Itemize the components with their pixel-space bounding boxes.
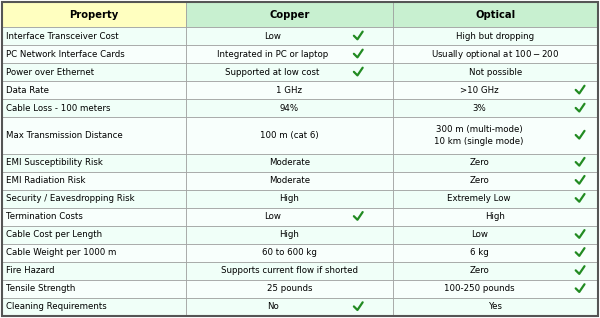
Text: Tensile Strength: Tensile Strength — [5, 284, 75, 294]
Bar — [2, 190, 185, 208]
Bar — [185, 154, 393, 172]
Bar — [185, 190, 393, 208]
Bar — [2, 280, 185, 298]
Text: Yes: Yes — [488, 302, 502, 311]
Text: Moderate: Moderate — [269, 176, 310, 185]
Text: High but dropping: High but dropping — [457, 32, 535, 41]
Text: Low: Low — [264, 32, 281, 41]
Bar — [185, 280, 393, 298]
Text: Zero: Zero — [469, 176, 489, 185]
Text: Extremely Low: Extremely Low — [448, 194, 511, 203]
Text: 6 kg: 6 kg — [470, 248, 488, 257]
Bar — [185, 208, 393, 226]
Bar — [185, 63, 393, 81]
Bar — [393, 226, 598, 244]
Text: Cable Weight per 1000 m: Cable Weight per 1000 m — [5, 248, 116, 257]
Text: 60 to 600 kg: 60 to 600 kg — [262, 248, 317, 257]
Text: High: High — [280, 230, 299, 239]
Bar — [2, 298, 185, 316]
Bar — [2, 81, 185, 100]
Text: Termination Costs: Termination Costs — [5, 212, 82, 221]
Text: >10 GHz: >10 GHz — [460, 86, 499, 95]
Bar — [393, 298, 598, 316]
Bar — [393, 172, 598, 190]
Bar — [393, 190, 598, 208]
Text: Supports current flow if shorted: Supports current flow if shorted — [221, 266, 358, 275]
Text: PC Network Interface Cards: PC Network Interface Cards — [5, 50, 124, 59]
Text: 25 pounds: 25 pounds — [266, 284, 312, 294]
Text: 100-250 pounds: 100-250 pounds — [444, 284, 514, 294]
Bar — [185, 100, 393, 117]
Bar — [393, 154, 598, 172]
Text: Interface Transceiver Cost: Interface Transceiver Cost — [5, 32, 118, 41]
Text: Data Rate: Data Rate — [5, 86, 49, 95]
Bar — [393, 117, 598, 154]
Bar — [2, 262, 185, 280]
Text: Zero: Zero — [469, 158, 489, 167]
Text: Low: Low — [470, 230, 488, 239]
Bar — [185, 172, 393, 190]
Bar — [393, 63, 598, 81]
Bar — [393, 262, 598, 280]
Bar — [2, 45, 185, 63]
Bar — [2, 226, 185, 244]
Text: High: High — [280, 194, 299, 203]
Bar — [2, 154, 185, 172]
Bar — [393, 100, 598, 117]
Text: Cleaning Requirements: Cleaning Requirements — [5, 302, 106, 311]
Bar — [185, 81, 393, 100]
Bar — [2, 244, 185, 262]
Text: Power over Ethernet: Power over Ethernet — [5, 68, 94, 77]
Bar — [185, 117, 393, 154]
Bar — [185, 45, 393, 63]
Text: 100 m (cat 6): 100 m (cat 6) — [260, 131, 319, 140]
Bar — [2, 63, 185, 81]
Text: Usually optional at $100-$200: Usually optional at $100-$200 — [431, 48, 560, 61]
Bar — [393, 45, 598, 63]
Bar — [185, 262, 393, 280]
Text: Security / Eavesdropping Risk: Security / Eavesdropping Risk — [5, 194, 134, 203]
Text: EMI Susceptibility Risk: EMI Susceptibility Risk — [5, 158, 103, 167]
Text: Cable Loss - 100 meters: Cable Loss - 100 meters — [5, 104, 110, 113]
Bar — [2, 2, 185, 27]
Bar — [393, 208, 598, 226]
Text: Zero: Zero — [469, 266, 489, 275]
Text: Not possible: Not possible — [469, 68, 522, 77]
Text: Copper: Copper — [269, 10, 310, 20]
Text: 3%: 3% — [472, 104, 486, 113]
Bar — [393, 244, 598, 262]
Bar — [185, 298, 393, 316]
Text: High: High — [485, 212, 505, 221]
Bar — [185, 27, 393, 45]
Text: EMI Radiation Risk: EMI Radiation Risk — [5, 176, 85, 185]
Text: 300 m (multi-mode)
10 km (single mode): 300 m (multi-mode) 10 km (single mode) — [434, 126, 524, 146]
Bar — [2, 27, 185, 45]
Bar — [2, 117, 185, 154]
Bar — [393, 280, 598, 298]
Bar — [393, 27, 598, 45]
Text: Max Transmission Distance: Max Transmission Distance — [5, 131, 122, 140]
Text: Cable Cost per Length: Cable Cost per Length — [5, 230, 101, 239]
Bar — [185, 244, 393, 262]
Text: No: No — [267, 302, 278, 311]
Bar — [2, 172, 185, 190]
Text: Low: Low — [264, 212, 281, 221]
Bar — [2, 208, 185, 226]
Bar — [393, 2, 598, 27]
Text: Fire Hazard: Fire Hazard — [5, 266, 54, 275]
Text: 1 GHz: 1 GHz — [276, 86, 302, 95]
Text: Moderate: Moderate — [269, 158, 310, 167]
Bar — [393, 81, 598, 100]
Bar — [185, 2, 393, 27]
Bar — [185, 226, 393, 244]
Text: Optical: Optical — [475, 10, 515, 20]
Text: 94%: 94% — [280, 104, 299, 113]
Text: Property: Property — [69, 10, 118, 20]
Text: Supported at low cost: Supported at low cost — [226, 68, 320, 77]
Bar — [2, 100, 185, 117]
Text: Integrated in PC or laptop: Integrated in PC or laptop — [217, 50, 328, 59]
